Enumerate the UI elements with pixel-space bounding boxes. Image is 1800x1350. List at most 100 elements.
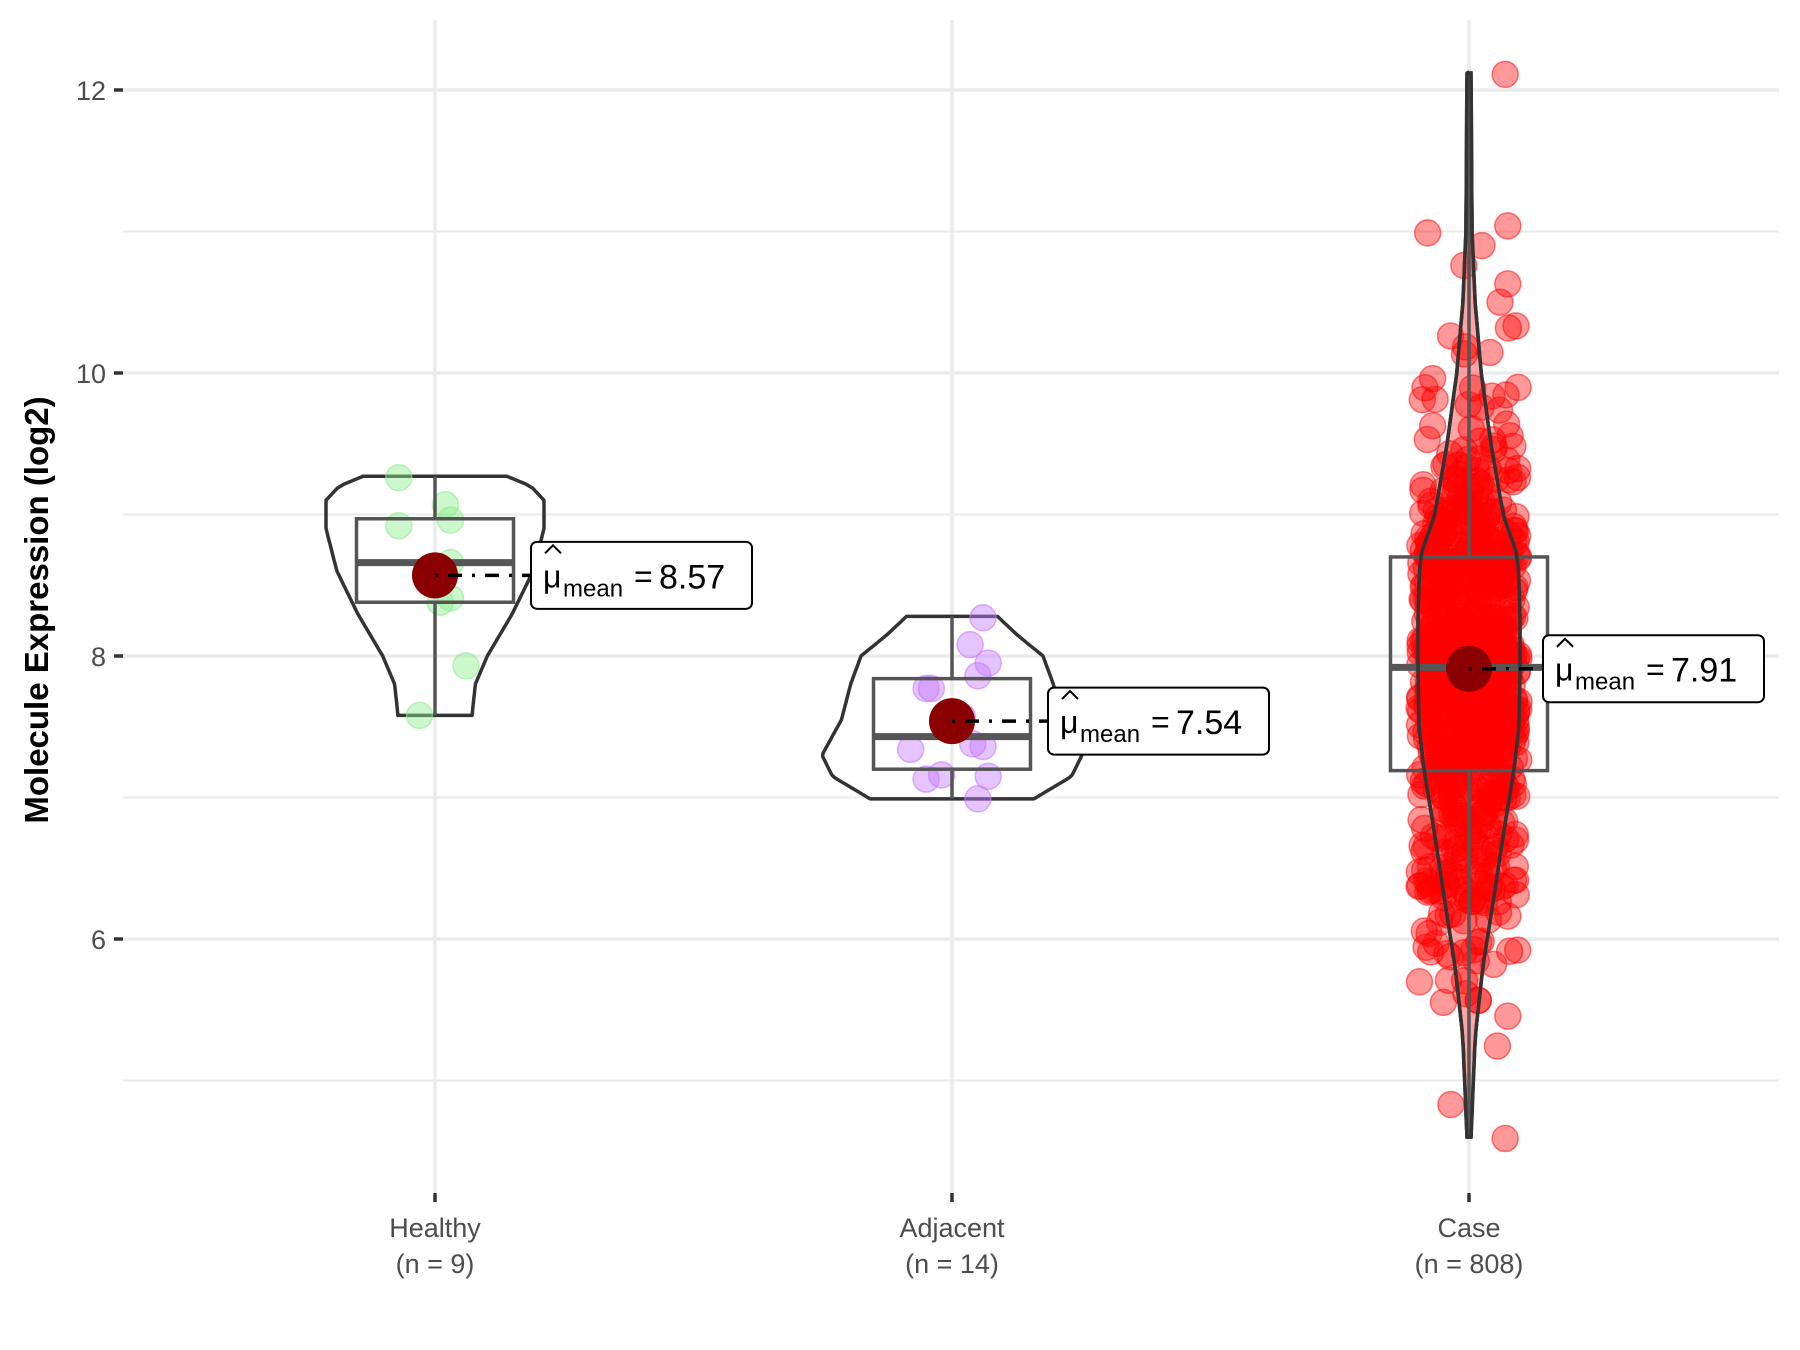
data-point <box>1409 476 1437 505</box>
mean-label: μ mean = 8.57 <box>543 543 725 602</box>
data-point <box>1457 887 1486 916</box>
data-point <box>1413 425 1442 454</box>
mean-label-box <box>530 540 753 610</box>
data-point <box>1405 761 1434 789</box>
data-point <box>912 674 940 703</box>
data-point <box>1444 465 1472 493</box>
mean-value: 7.54 <box>1176 704 1242 742</box>
data-point-outlier <box>1494 270 1522 298</box>
mean-value: 7.91 <box>1671 652 1737 690</box>
mean-symbol: μ <box>1060 704 1078 740</box>
mean-subscript: mean <box>1575 669 1635 696</box>
data-point-outlier <box>1494 212 1522 240</box>
data-point <box>1436 322 1465 350</box>
data-point <box>1430 783 1458 812</box>
data-point <box>1500 576 1528 605</box>
mean-value: 8.57 <box>659 558 725 596</box>
mean-label-box <box>1047 686 1270 756</box>
data-point-outlier <box>1491 1124 1519 1153</box>
data-point <box>1444 451 1473 479</box>
data-point <box>1456 698 1485 727</box>
axes: 6 8 10 12 Healthy (n = 9) Adjacent (n = 14) Case… <box>76 76 1523 1279</box>
data-point <box>964 662 992 690</box>
data-point <box>1414 636 1442 664</box>
data-point <box>1492 381 1520 409</box>
data-point <box>1503 936 1532 964</box>
data-point <box>1411 374 1439 402</box>
data-point-outlier <box>1437 1090 1465 1119</box>
mean-label-box <box>1542 634 1765 704</box>
data-point <box>1405 858 1434 886</box>
data-point <box>912 765 940 793</box>
violins <box>324 71 1522 1139</box>
data-point <box>1474 862 1502 890</box>
data-point <box>1457 571 1485 599</box>
mean-equals: = <box>634 558 653 594</box>
data-point <box>1421 553 1449 582</box>
mean-symbol: μ <box>543 558 561 594</box>
mean-equals: = <box>1646 652 1665 688</box>
x-tick-label: Case <box>1437 1213 1500 1243</box>
data-point <box>1438 800 1466 828</box>
data-point <box>1445 508 1474 536</box>
data-point <box>896 735 925 764</box>
data-point <box>1478 698 1506 726</box>
data-point <box>1465 857 1493 886</box>
x-tick-label: Healthy <box>389 1213 481 1243</box>
data-point <box>1495 937 1524 966</box>
data-point <box>1429 519 1458 548</box>
data-point <box>1501 866 1530 894</box>
gridlines <box>123 20 1779 1193</box>
hat-accent <box>544 543 562 555</box>
mean-subscript: mean <box>563 575 623 602</box>
data-point <box>1484 727 1512 756</box>
data-point <box>1487 614 1516 642</box>
data-point <box>1444 600 1473 629</box>
data-point <box>1407 806 1435 834</box>
mean-label: μ mean = 7.54 <box>1060 689 1242 748</box>
data-point <box>385 512 413 540</box>
data-point <box>964 785 992 813</box>
data-point <box>1494 1002 1522 1030</box>
mean-label: μ mean = 7.91 <box>1555 637 1737 696</box>
x-tick-n-label: (n = 808) <box>1415 1249 1524 1279</box>
data-point <box>1496 422 1524 450</box>
data-point <box>405 701 434 730</box>
data-point <box>1441 754 1470 783</box>
y-tick-label: 12 <box>76 76 106 106</box>
data-point <box>385 463 413 492</box>
data-point <box>1464 816 1493 845</box>
mean-subscript: mean <box>1080 721 1140 748</box>
data-point <box>1442 622 1470 651</box>
data-point <box>1490 784 1518 813</box>
data-point <box>1433 560 1462 589</box>
data-point <box>956 630 984 659</box>
data-point <box>1494 314 1523 342</box>
data-point <box>1412 933 1440 961</box>
data-point <box>1415 919 1443 948</box>
box-iqr <box>871 676 1033 771</box>
data-point <box>1492 410 1521 438</box>
hat-accent <box>1556 637 1574 648</box>
mean-markers: μ mean = 8.57μ mean = 7.54μ mean = 7.91 <box>412 540 1765 756</box>
data-point <box>452 652 480 680</box>
violin-outline-case <box>1416 70 1522 1139</box>
data-point <box>1503 454 1532 483</box>
y-tick-label: 10 <box>76 359 106 389</box>
data-point <box>1471 562 1500 590</box>
data-point <box>1468 789 1496 817</box>
data-point <box>1414 676 1442 705</box>
mean-symbol: μ <box>1555 652 1573 688</box>
y-tick-label: 6 <box>91 925 106 955</box>
data-point <box>1483 1032 1512 1060</box>
y-axis-title: Molecule Expression (log2) <box>18 396 55 823</box>
data-point <box>1413 599 1442 628</box>
hat-accent <box>1061 689 1079 700</box>
data-point <box>1476 338 1504 367</box>
data-point-outlier <box>1413 219 1442 247</box>
data-point-outlier <box>1491 60 1519 89</box>
mean-equals: = <box>1151 704 1170 740</box>
data-point <box>969 604 997 632</box>
data-point-outlier <box>1486 288 1514 316</box>
